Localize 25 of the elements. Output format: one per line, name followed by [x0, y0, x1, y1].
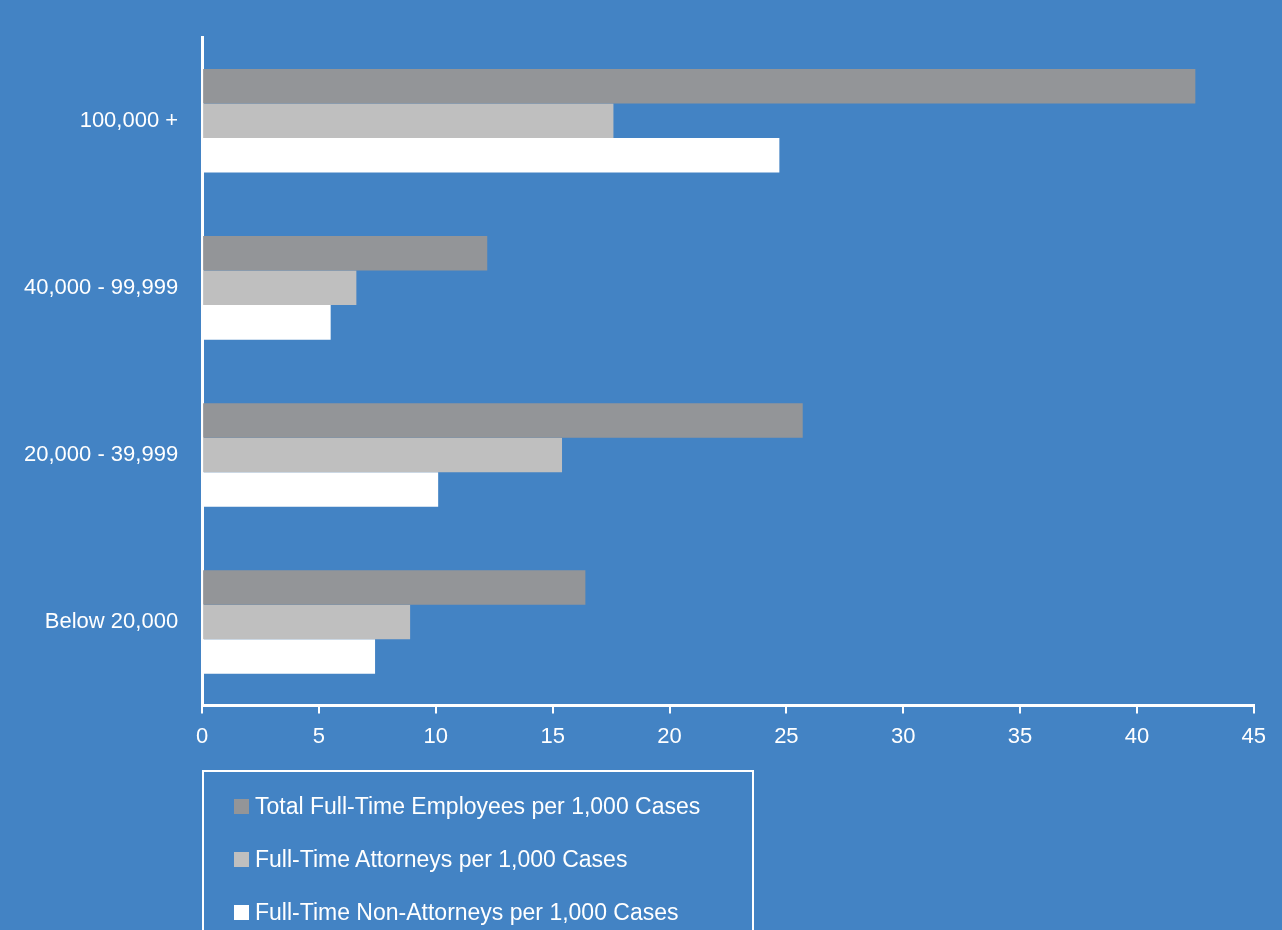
y-tick-label: 40,000 - 99,999	[23, 273, 179, 299]
legend-label: Total Full-Time Employees per 1,000 Cases	[255, 793, 701, 820]
bar	[203, 68, 1196, 104]
y-tick-label: 100,000 +	[79, 106, 179, 132]
x-tick-label: 20	[657, 722, 682, 748]
x-tick-label: 5	[312, 722, 326, 748]
x-tick-label: 30	[890, 722, 916, 748]
x-tick-label: 35	[1007, 722, 1033, 748]
x-tick-label: 25	[774, 722, 799, 748]
x-tick-label: 45	[1241, 722, 1267, 748]
bar	[203, 437, 563, 473]
bar	[203, 270, 357, 306]
x-tick-label: 15	[540, 722, 565, 748]
y-tick-label: 20,000 - 39,999	[23, 441, 179, 467]
bar	[203, 604, 411, 640]
bar	[203, 103, 614, 139]
x-tick-label: 10	[423, 722, 449, 748]
x-tick-label: 0	[196, 722, 209, 748]
bar	[203, 570, 586, 605]
bar	[203, 403, 803, 438]
x-tick-label: 40	[1124, 722, 1150, 748]
bar	[203, 236, 488, 271]
legend-label: Full-Time Attorneys per 1,000 Cases	[255, 846, 628, 873]
legend-label: Full-Time Non-Attorneys per 1,000 Cases	[255, 899, 679, 926]
y-tick-label: Below 20,000	[44, 608, 179, 634]
